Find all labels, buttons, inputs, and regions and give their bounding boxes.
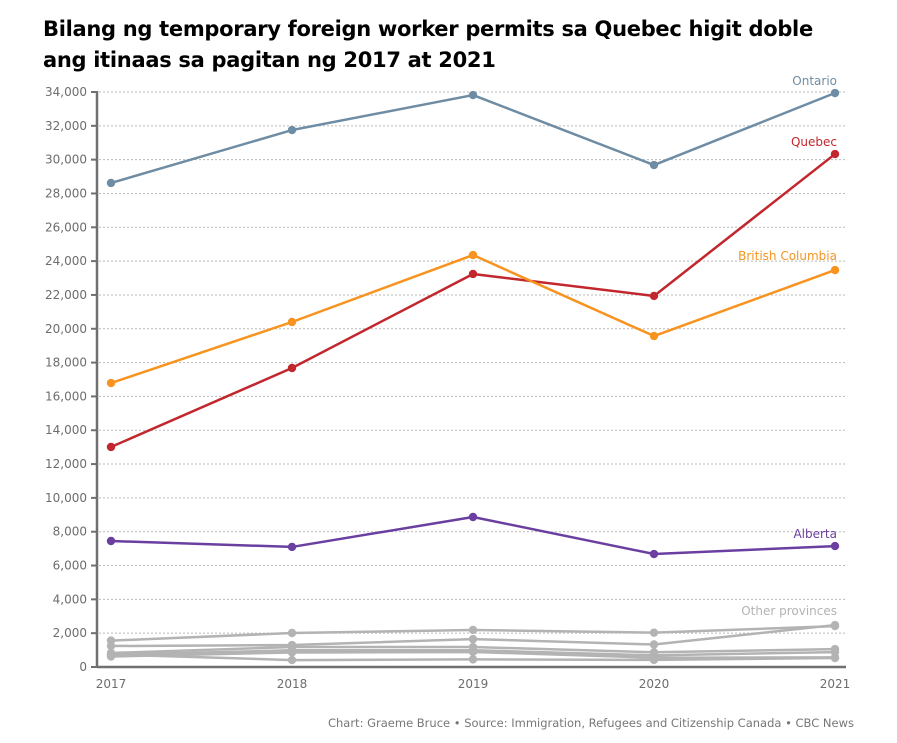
data-point xyxy=(287,363,297,373)
x-tick-label: 2019 xyxy=(458,677,489,691)
data-point xyxy=(830,265,840,275)
y-tick-label: 6,000 xyxy=(53,559,87,573)
data-point xyxy=(468,655,478,664)
y-tick-label: 14,000 xyxy=(45,423,87,437)
data-point xyxy=(106,536,116,546)
series-british-columbia xyxy=(106,250,840,388)
y-tick-label: 28,000 xyxy=(45,186,87,200)
data-point xyxy=(830,541,840,551)
data-point xyxy=(649,331,659,341)
data-point xyxy=(830,653,840,663)
series-alberta xyxy=(106,512,840,559)
y-tick-label: 24,000 xyxy=(45,254,87,268)
data-point xyxy=(468,625,478,635)
data-point xyxy=(830,149,840,159)
y-tick-label: 2,000 xyxy=(53,626,87,640)
data-point xyxy=(468,647,478,657)
data-point xyxy=(287,542,297,552)
data-point xyxy=(649,291,659,301)
data-point xyxy=(468,90,478,100)
y-tick-label: 22,000 xyxy=(45,288,87,302)
x-tick-label: 2021 xyxy=(820,677,851,691)
data-point xyxy=(287,125,297,135)
data-point xyxy=(468,269,478,279)
y-tick-label: 12,000 xyxy=(45,457,87,471)
x-tick-label: 2017 xyxy=(96,677,127,691)
data-point xyxy=(649,640,659,649)
data-point xyxy=(649,655,659,665)
data-point xyxy=(649,628,659,637)
series-quebec xyxy=(106,149,840,452)
y-tick-label: 34,000 xyxy=(45,85,87,99)
series-line xyxy=(110,91,836,185)
y-tick-label: 4,000 xyxy=(53,592,87,606)
data-point xyxy=(106,378,116,388)
y-tick-label: 18,000 xyxy=(45,356,87,370)
chart-footer: Chart: Graeme Bruce • Source: Immigratio… xyxy=(327,716,854,730)
data-point xyxy=(287,628,297,638)
series-line xyxy=(110,153,836,449)
series-line xyxy=(110,515,836,556)
series-other-province-f xyxy=(106,650,840,665)
data-point xyxy=(468,512,478,522)
data-point xyxy=(468,250,478,260)
y-tick-label: 16,000 xyxy=(45,389,87,403)
y-tick-label: 20,000 xyxy=(45,322,87,336)
series-label: British Columbia xyxy=(738,249,837,263)
series-label: Quebec xyxy=(791,135,837,149)
series-labels: Other provinces Ontario Quebec British Colu… xyxy=(738,74,837,618)
data-point xyxy=(106,178,116,188)
data-point xyxy=(106,641,116,651)
y-tick-label: 0 xyxy=(79,660,87,674)
data-point xyxy=(830,620,840,630)
axes: 0 2,000 4,000 6,000 8,000 10,000 12,000 14,000 1… xyxy=(45,85,850,691)
y-tick-label: 30,000 xyxy=(45,153,87,167)
y-tick-label: 26,000 xyxy=(45,220,87,234)
gridlines xyxy=(99,91,846,634)
data-point xyxy=(106,442,116,452)
y-tick-label: 10,000 xyxy=(45,491,87,505)
series-group xyxy=(106,88,840,665)
series-label: Alberta xyxy=(793,527,837,541)
data-point xyxy=(649,549,659,559)
series-ontario xyxy=(106,88,840,188)
data-point xyxy=(287,317,297,327)
series-label: Ontario xyxy=(792,74,837,88)
y-tick-label: 8,000 xyxy=(53,525,87,539)
y-tick-label: 32,000 xyxy=(45,119,87,133)
x-tick-label: 2020 xyxy=(639,677,670,691)
data-point xyxy=(287,655,297,665)
data-point xyxy=(287,648,297,657)
data-point xyxy=(830,88,840,98)
data-point xyxy=(106,650,116,659)
x-tick-label: 2018 xyxy=(277,677,308,691)
data-point xyxy=(649,160,659,170)
chart-title: Bilang ng temporary foreign worker permi… xyxy=(43,17,813,72)
series-label: Other provinces xyxy=(741,604,837,618)
data-point xyxy=(468,634,478,644)
